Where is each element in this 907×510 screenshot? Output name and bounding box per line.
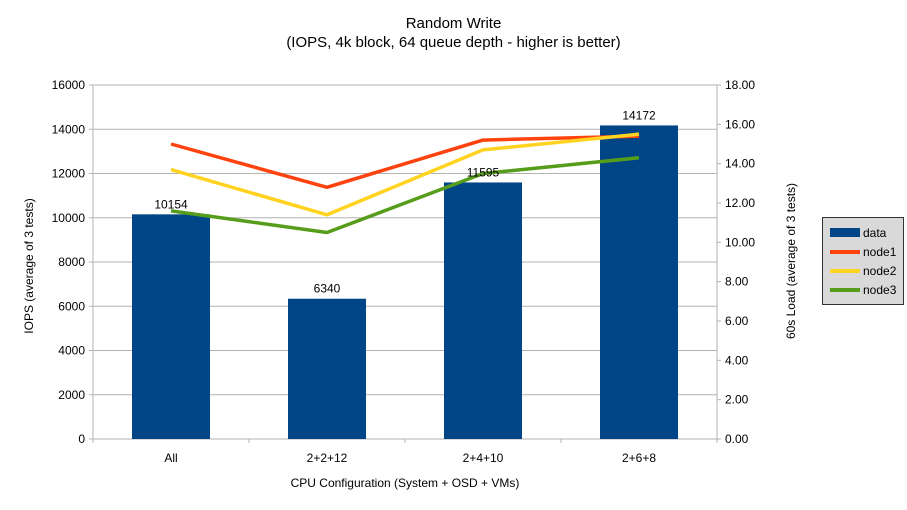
right-axis-tick-label: 10.00 xyxy=(725,235,755,249)
bar-value-label: 14172 xyxy=(622,108,656,122)
legend-label: node2 xyxy=(863,263,897,278)
right-axis-tick-label: 4.00 xyxy=(725,353,749,367)
right-axis-title: 60s Load (average of 3 tests) xyxy=(784,182,798,340)
left-axis-tick-label: 2000 xyxy=(58,388,85,402)
legend-label: node3 xyxy=(863,282,897,297)
legend-swatch-node3 xyxy=(830,287,860,292)
right-axis-tick-label: 6.00 xyxy=(725,314,749,328)
left-axis-title: IOPS (average of 3 tests) xyxy=(22,198,36,334)
category-label: 2+4+10 xyxy=(463,451,504,465)
bar-2+2+12 xyxy=(288,298,366,439)
left-axis-tick-label: 14000 xyxy=(52,122,86,136)
category-label: All xyxy=(164,451,177,465)
left-axis-tick-label: 16000 xyxy=(52,78,86,92)
category-label: 2+2+12 xyxy=(307,451,348,465)
bar-2+6+8 xyxy=(600,125,678,439)
line-node2 xyxy=(170,132,640,217)
bar-value-label: 10154 xyxy=(154,197,188,211)
left-axis-tick-label: 8000 xyxy=(58,255,85,269)
bar-value-label: 11595 xyxy=(467,165,500,179)
legend-swatch-data xyxy=(830,228,860,237)
legend-swatch-node1 xyxy=(830,249,860,254)
right-axis-tick-label: 14.00 xyxy=(725,157,755,171)
left-axis-tick-label: 12000 xyxy=(52,167,86,181)
right-axis-tick-label: 12.00 xyxy=(725,196,755,210)
legend-swatch-node2 xyxy=(830,268,860,273)
legend: data node1 node2 node3 xyxy=(822,217,904,305)
left-axis-tick-label: 4000 xyxy=(58,344,85,358)
category-label: 2+6+8 xyxy=(622,451,656,465)
right-axis-tick-label: 8.00 xyxy=(725,275,749,289)
legend-item-node2: node2 xyxy=(830,261,901,280)
bar-All xyxy=(132,214,210,439)
right-axis-tick-label: 18.00 xyxy=(725,78,755,92)
left-axis-tick-label: 6000 xyxy=(58,299,85,313)
chart-subtitle: (IOPS, 4k block, 64 queue depth - higher… xyxy=(286,34,621,51)
chart-title: Random Write xyxy=(405,15,502,32)
legend-label: data xyxy=(863,225,887,240)
left-axis-tick-label: 10000 xyxy=(52,211,86,225)
left-axis-tick-label: 0 xyxy=(78,432,85,446)
right-axis-tick-label: 16.00 xyxy=(725,117,755,131)
line-node3 xyxy=(170,156,640,235)
legend-item-node1: node1 xyxy=(830,242,901,261)
line-node1 xyxy=(170,134,640,190)
legend-item-node3: node3 xyxy=(830,280,901,299)
chart-title-block: Random Write (IOPS, 4k block, 64 queue d… xyxy=(0,14,907,52)
bar-2+4+10 xyxy=(444,182,522,439)
right-axis-tick-label: 2.00 xyxy=(725,393,749,407)
right-axis-tick-label: 0.00 xyxy=(725,432,749,446)
legend-item-data: data xyxy=(830,223,901,242)
legend-label: node1 xyxy=(863,244,897,259)
bar-value-label: 6340 xyxy=(314,282,341,296)
x-axis-title: CPU Configuration (System + OSD + VMs) xyxy=(290,476,520,490)
